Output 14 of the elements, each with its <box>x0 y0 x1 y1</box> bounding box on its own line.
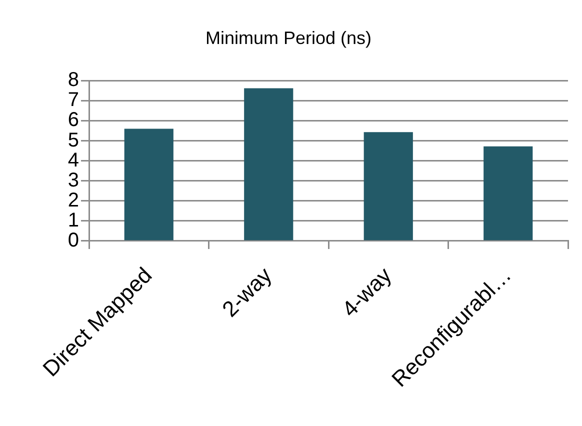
y-tick-label: 2 <box>68 189 79 212</box>
bar <box>244 88 294 240</box>
bar <box>364 132 413 240</box>
y-tick-label: 7 <box>68 89 79 112</box>
y-tick-label: 6 <box>68 109 79 132</box>
bar <box>124 128 174 240</box>
y-tick-label: 4 <box>68 149 79 172</box>
chart-title: Minimum Period (ns) <box>205 28 372 48</box>
y-tick-label: 1 <box>68 209 79 232</box>
y-tick-label: 5 <box>68 129 79 152</box>
y-tick-label: 0 <box>68 230 79 252</box>
y-tick-label: 3 <box>68 169 79 192</box>
y-tick-label: 8 <box>68 69 79 92</box>
bar <box>484 146 533 240</box>
